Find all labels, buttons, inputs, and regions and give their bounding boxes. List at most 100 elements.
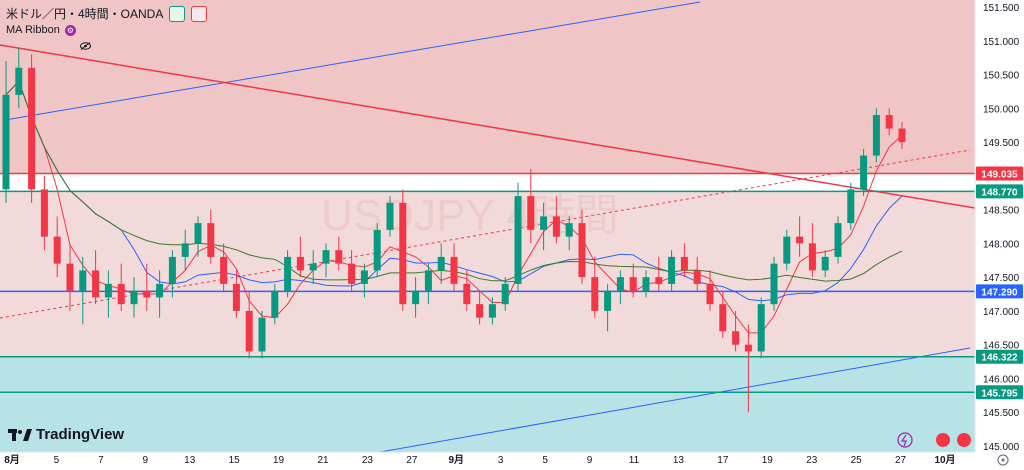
candle-body (53, 236, 61, 264)
time-axis-label: 11 (629, 455, 640, 466)
candle-body (360, 270, 368, 284)
resistance-zone (0, 0, 975, 174)
candle-body (322, 250, 330, 264)
price-axis-label: 148.000 (983, 239, 1020, 250)
candle-body (860, 155, 868, 190)
candle-body (540, 216, 548, 230)
tradingview-mark-icon (8, 428, 32, 441)
price-axis[interactable]: 151.500 151.000 150.500 150.000 149.500 149.0… (974, 0, 1024, 470)
candle-body (79, 270, 87, 291)
candle-body (40, 189, 48, 237)
time-axis-label: 5 (542, 455, 548, 466)
candle-body (66, 263, 74, 291)
price-tag (976, 349, 1023, 364)
candle-body (527, 196, 535, 230)
symbol-title[interactable]: 米ドル／円・4時間・OANDA (6, 7, 164, 21)
candle-body (424, 270, 432, 291)
candle-body (501, 283, 509, 305)
candle-body (757, 304, 765, 352)
indicator-name[interactable]: MA Ribbon (6, 24, 60, 36)
candle-body (834, 223, 842, 257)
price-axis-label: 146.500 (983, 341, 1020, 352)
candle-body (629, 277, 637, 291)
time-axis-label: 9 (143, 455, 149, 466)
candle-body (2, 94, 10, 190)
candle-body (437, 256, 445, 271)
time-axis-label: 13 (184, 455, 196, 466)
candle-body (706, 283, 714, 305)
candle-body (642, 277, 650, 291)
hide-indicator-icon[interactable] (80, 42, 91, 50)
candle-body (450, 256, 458, 284)
symbol-watermark: USDJPY 4時間 (321, 191, 619, 240)
candle-body (412, 290, 420, 305)
candle-body (258, 317, 266, 352)
price-tag (976, 284, 1023, 299)
time-axis-label: 13 (673, 455, 685, 466)
descending-trendline[interactable] (0, 44, 976, 209)
trendlines (0, 1, 976, 453)
support-zone (0, 356, 975, 452)
time-axis-label: 23 (362, 455, 374, 466)
candle-body (770, 263, 778, 305)
candle-body (399, 202, 407, 305)
tradingview-logo[interactable]: TradingView (8, 426, 124, 443)
candle-body (207, 223, 215, 257)
sell-badge-icon[interactable] (191, 5, 208, 22)
time-axis-label: 5 (54, 455, 60, 466)
price-tag-label: 147.290 (981, 287, 1018, 298)
candle-body (232, 283, 240, 311)
candle-body (28, 67, 36, 190)
candle-body (783, 236, 791, 264)
horizontal-levels (0, 172, 975, 394)
time-axis[interactable]: 8月 5 7 9 13 15 19 21 23 27 9月 3 5 9 11 13 17 19 23 25 27 10月 (0, 451, 1024, 470)
time-axis-label: 21 (317, 455, 329, 466)
price-tag (976, 184, 1023, 199)
candle-body (194, 223, 202, 244)
candle-body (143, 290, 151, 298)
time-axis-label: 25 (851, 455, 863, 466)
calendar-flag-icon[interactable] (936, 433, 971, 447)
time-axis-background (0, 452, 1024, 470)
candle-body (476, 304, 484, 318)
candle-body (156, 283, 164, 298)
candle-body (655, 277, 663, 284)
buy-badge-icon[interactable] (169, 5, 186, 22)
candle-body (92, 270, 100, 298)
time-axis-label: 9 (587, 455, 593, 466)
candle-body (181, 243, 189, 257)
candle-body (680, 256, 688, 271)
time-axis-label: 23 (806, 455, 818, 466)
candle-body (872, 115, 880, 156)
price-axis-label: 147.500 (983, 273, 1020, 284)
time-axis-label: 27 (895, 455, 907, 466)
price-axis-label: 151.000 (983, 37, 1020, 48)
candle-body (15, 67, 23, 95)
price-axis-label: 148.500 (983, 206, 1020, 217)
candle-body (463, 283, 471, 305)
symbol-header[interactable]: 米ドル／円・4時間・OANDA (6, 5, 208, 22)
candle-body (808, 243, 816, 271)
time-axis-label: 17 (717, 455, 729, 466)
time-axis-label: 9月 (449, 454, 465, 466)
indicator-legend[interactable]: MA Ribbon ⚙ (6, 24, 76, 36)
candle-body (104, 283, 112, 298)
candle-body (386, 202, 394, 230)
candle-body (796, 236, 804, 244)
time-axis-label: 10月 (934, 454, 955, 466)
candle-body (578, 223, 586, 278)
candle-body (732, 331, 740, 345)
flash-icon[interactable] (897, 432, 913, 448)
candle-body (284, 256, 292, 291)
logo-text: TradingView (36, 426, 125, 443)
indicator-settings-icon[interactable]: ⚙ (64, 24, 76, 36)
settings-icon[interactable] (997, 454, 1009, 466)
candle-body (130, 290, 138, 305)
candle-body (488, 304, 496, 318)
candle-body (296, 256, 304, 271)
lower-channel-line[interactable] (379, 347, 971, 453)
upper-channel-line[interactable] (4, 1, 701, 121)
price-axis-label: 151.500 (983, 3, 1020, 14)
